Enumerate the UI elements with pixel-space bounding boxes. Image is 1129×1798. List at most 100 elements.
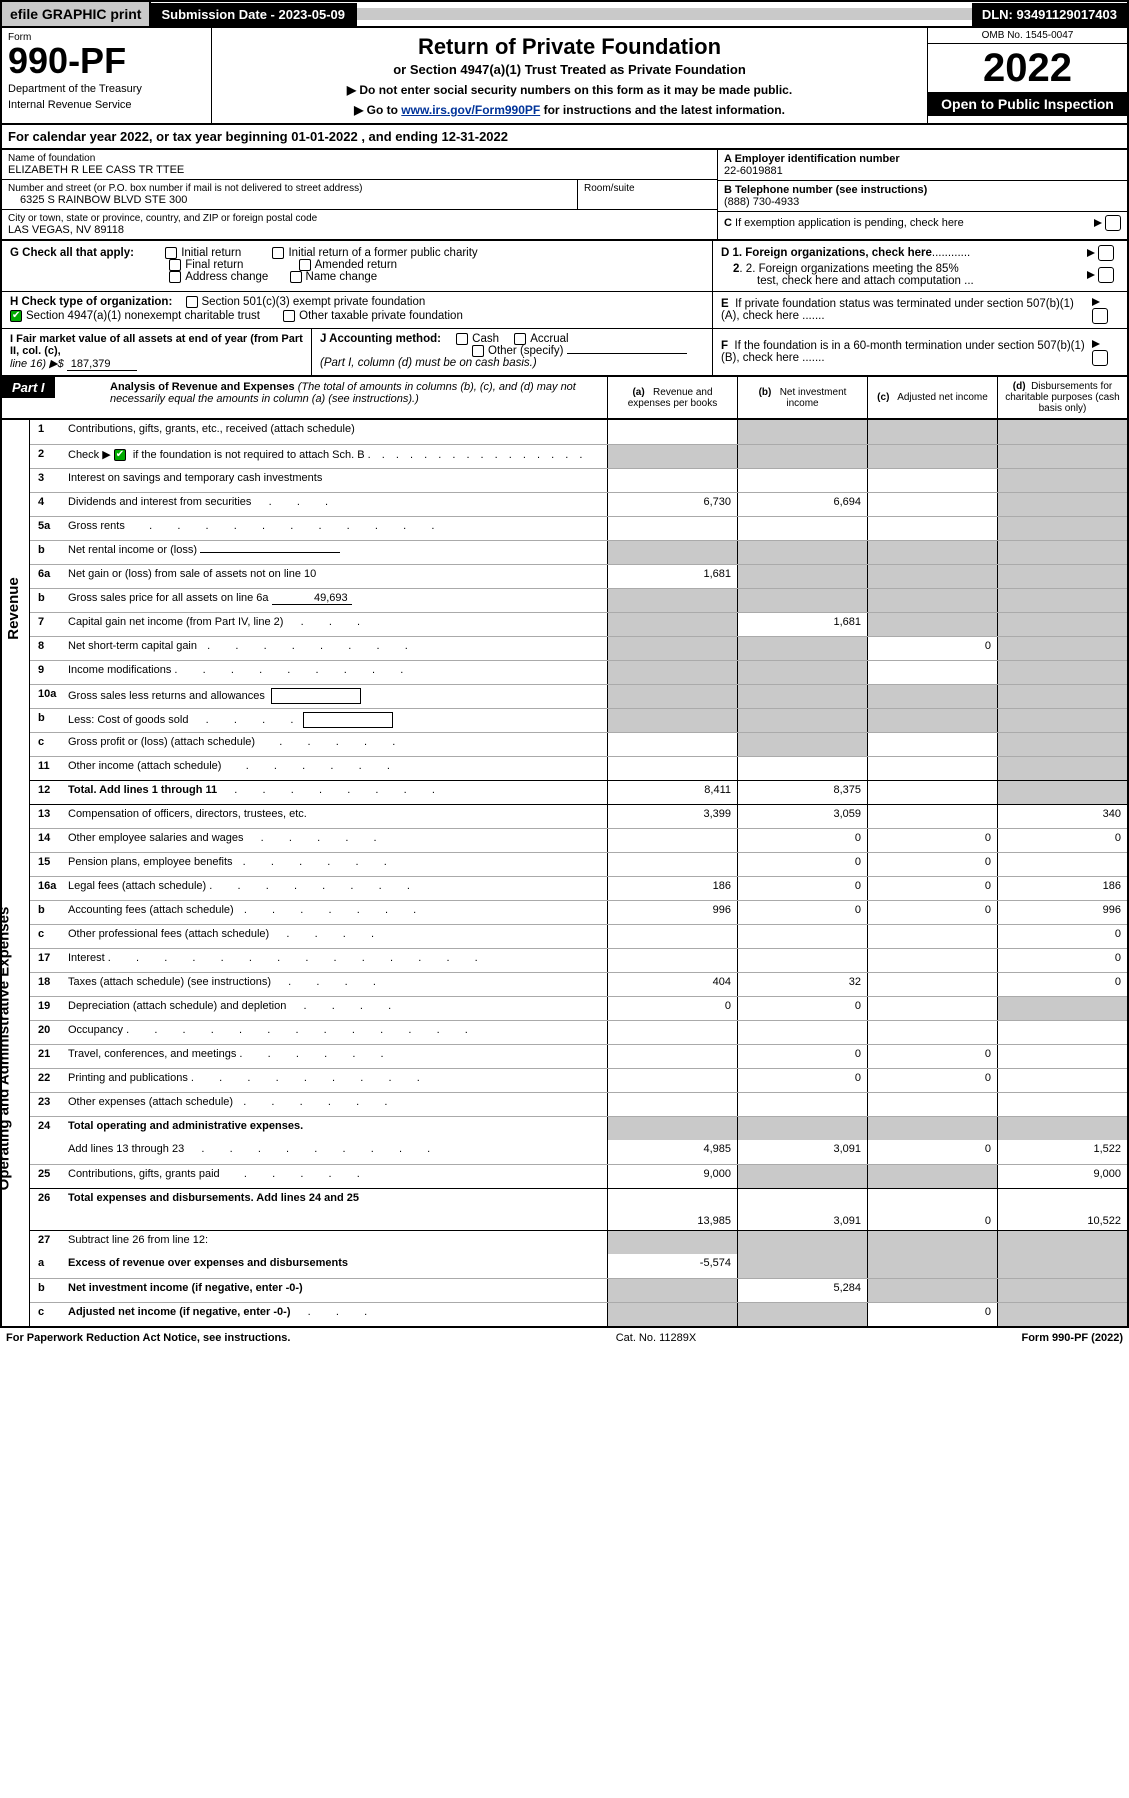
ln-19-desc: Depreciation (attach schedule) and deple… — [68, 997, 607, 1020]
d1-checkbox[interactable] — [1098, 245, 1114, 261]
ln-20: 20 — [30, 1021, 68, 1044]
ln-13: 13 — [30, 805, 68, 828]
dept-irs: Internal Revenue Service — [8, 99, 205, 111]
j-other: Other (specify) — [488, 345, 563, 357]
section-j-label: J Accounting method: — [320, 333, 441, 345]
ln-26-b: 3,091 — [737, 1189, 867, 1230]
ln-16b-d: 996 — [997, 901, 1127, 924]
ln-5b-desc: Net rental income or (loss) — [68, 541, 607, 564]
g-address-change-checkbox[interactable] — [169, 271, 181, 283]
g-opt-1: Initial return of a former public charit… — [288, 247, 477, 259]
ln-9: 9 — [30, 661, 68, 684]
arrow-icon — [1094, 219, 1102, 227]
section-c-checkbox[interactable] — [1105, 215, 1121, 231]
form-number: 990-PF — [8, 43, 205, 79]
ln-27c-desc: Adjusted net income (if negative, enter … — [68, 1303, 607, 1326]
ein-value: 22-6019881 — [724, 165, 1121, 177]
footer-form: Form 990-PF (2022) — [1021, 1332, 1123, 1344]
g-final-return-checkbox[interactable] — [169, 259, 181, 271]
ln-6b-val: 49,693 — [272, 592, 352, 605]
ln-22: 22 — [30, 1069, 68, 1092]
ln-27b-b: 5,284 — [737, 1279, 867, 1302]
g-opt-2: Final return — [185, 259, 243, 271]
col-b-header: (b) Net investment income — [737, 377, 867, 418]
g-amended-checkbox[interactable] — [299, 259, 311, 271]
arrow-icon — [1092, 298, 1100, 306]
j-accrual-checkbox[interactable] — [514, 333, 526, 345]
ln-26-c: 0 — [867, 1189, 997, 1230]
section-c-label: If exemption application is pending, che… — [735, 217, 964, 229]
ln-6b-desc: Gross sales price for all assets on line… — [68, 589, 607, 612]
schb-checkbox[interactable] — [114, 449, 126, 461]
section-d2a: 2. Foreign organizations meeting the 85% — [746, 263, 959, 275]
ln-21-c: 0 — [867, 1045, 997, 1068]
name-of-foundation-label: Name of foundation — [8, 153, 711, 164]
j-cash-checkbox[interactable] — [456, 333, 468, 345]
g-name-change-checkbox[interactable] — [290, 271, 302, 283]
ln-14-b: 0 — [737, 829, 867, 852]
j-other-checkbox[interactable] — [472, 345, 484, 357]
section-f-text: If the foundation is in a 60-month termi… — [721, 340, 1085, 364]
ln-22-desc: Printing and publications . . . . . . . … — [68, 1069, 607, 1092]
h-4947a1-checkbox[interactable] — [10, 310, 22, 322]
g-initial-return-checkbox[interactable] — [165, 247, 177, 259]
ln-10b-desc: Less: Cost of goods sold . . . . — [68, 709, 607, 732]
ln-19-a: 0 — [607, 997, 737, 1020]
ln-11: 11 — [30, 757, 68, 780]
dln-label: DLN: 93491129017403 — [972, 3, 1127, 26]
ln-7-desc: Capital gain net income (from Part IV, l… — [68, 613, 607, 636]
top-bar: efile GRAPHIC print Submission Date - 20… — [0, 0, 1129, 28]
ln-1-desc: Contributions, gifts, grants, etc., rece… — [68, 420, 607, 444]
ln-16b-c: 0 — [867, 901, 997, 924]
ln-15: 15 — [30, 853, 68, 876]
address-label: Number and street (or P.O. box number if… — [8, 183, 571, 194]
ln-16a-b: 0 — [737, 877, 867, 900]
h-501c3-checkbox[interactable] — [186, 296, 198, 308]
ln-24-c: 0 — [867, 1140, 997, 1164]
note2-prefix: ▶ Go to — [354, 103, 401, 117]
ln-24: 24 — [30, 1117, 68, 1140]
irs-link[interactable]: www.irs.gov/Form990PF — [401, 103, 540, 117]
g-opt-5: Name change — [306, 271, 378, 283]
ln-22-c: 0 — [867, 1069, 997, 1092]
section-f-checkbox[interactable] — [1092, 350, 1108, 366]
ln-15-c: 0 — [867, 853, 997, 876]
ln-27-desc: Subtract line 26 from line 12: — [68, 1231, 607, 1254]
ln-26-a: 13,985 — [607, 1189, 737, 1230]
g-opt-3: Amended return — [315, 259, 397, 271]
ln-3: 3 — [30, 469, 68, 492]
ln-18-desc: Taxes (attach schedule) (see instruction… — [68, 973, 607, 996]
note2-suffix: for instructions and the latest informat… — [540, 103, 785, 117]
ln-19-b: 0 — [737, 997, 867, 1020]
ln-21-desc: Travel, conferences, and meetings . . . … — [68, 1045, 607, 1068]
ln-27a: a — [30, 1254, 68, 1278]
g-initial-former-checkbox[interactable] — [272, 247, 284, 259]
ln-6a-desc: Net gain or (loss) from sale of assets n… — [68, 565, 607, 588]
ln-27c-c: 0 — [867, 1303, 997, 1326]
h-opt-2: Section 4947(a)(1) nonexempt charitable … — [26, 310, 260, 322]
j-cash: Cash — [472, 333, 499, 345]
ln-5b: b — [30, 541, 68, 564]
h-other-taxable-checkbox[interactable] — [283, 310, 295, 322]
arrow-icon — [1087, 271, 1095, 279]
ln-25-desc: Contributions, gifts, grants paid . . . … — [68, 1165, 607, 1188]
ln-13-d: 340 — [997, 805, 1127, 828]
section-e-checkbox[interactable] — [1092, 308, 1108, 324]
part-i-title: Analysis of Revenue and Expenses — [110, 381, 295, 393]
ln-16b-b: 0 — [737, 901, 867, 924]
efile-label[interactable]: efile GRAPHIC print — [2, 2, 151, 26]
ln-26: 26 — [30, 1189, 68, 1230]
ln-4-desc: Dividends and interest from securities .… — [68, 493, 607, 516]
d2-checkbox[interactable] — [1098, 267, 1114, 283]
ln-11-desc: Other income (attach schedule) . . . . .… — [68, 757, 607, 780]
ln-24-desc: Total operating and administrative expen… — [68, 1117, 607, 1140]
ein-label: A Employer identification number — [724, 153, 1121, 165]
ln-10a-desc: Gross sales less returns and allowances — [68, 685, 607, 708]
ln-24-b: 3,091 — [737, 1140, 867, 1164]
street-address: 6325 S RAINBOW BLVD STE 300 — [8, 194, 571, 206]
ln-16a-desc: Legal fees (attach schedule) . . . . . .… — [68, 877, 607, 900]
ln-5a: 5a — [30, 517, 68, 540]
ln-12-b: 8,375 — [737, 781, 867, 804]
ln-16c-d: 0 — [997, 925, 1127, 948]
submission-date: Submission Date - 2023-05-09 — [151, 3, 357, 26]
